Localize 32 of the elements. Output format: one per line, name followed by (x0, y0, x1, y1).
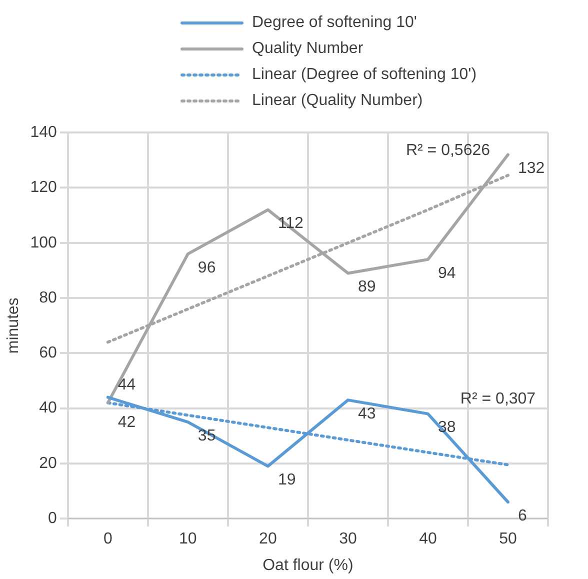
x-tick-label: 30 (339, 530, 357, 548)
legend-label: Linear (Quality Number) (252, 92, 423, 110)
x-axis-title: Oat flour (%) (262, 556, 354, 574)
y-tick-label: 20 (39, 454, 57, 472)
data-label: 42 (118, 414, 136, 432)
data-label: 6 (518, 507, 527, 524)
data-label: 44 (118, 376, 136, 394)
y-tick-label: 0 (48, 510, 57, 528)
x-tick-label: 20 (259, 530, 277, 548)
x-tick-label: 50 (499, 530, 517, 548)
data-label: 96 (198, 259, 216, 276)
data-label: 94 (438, 264, 456, 282)
legend-label: Quality Number (252, 40, 364, 58)
data-label: 132 (518, 160, 545, 178)
y-tick-label: 100 (30, 234, 57, 252)
data-label: 112 (278, 215, 304, 232)
y-tick-label: 80 (39, 289, 57, 306)
x-tick-label: 0 (103, 530, 112, 548)
data-label: 89 (358, 278, 376, 296)
legend-label: Linear (Degree of softening 10') (252, 66, 477, 84)
y-tick-label: 40 (39, 400, 57, 417)
annotation: R² = 0,307 (460, 390, 536, 408)
y-tick-label: 140 (30, 124, 57, 142)
legend-label: Degree of softening 10' (252, 14, 417, 32)
data-label: 19 (278, 472, 296, 489)
y-tick-label: 60 (39, 344, 57, 362)
annotation: R² = 0,5626 (406, 142, 490, 160)
x-tick-label: 10 (179, 530, 197, 548)
data-label: 43 (358, 405, 376, 422)
x-tick-label: 40 (419, 530, 437, 548)
y-axis-title: minutes (5, 298, 22, 354)
y-tick-label: 120 (30, 179, 57, 196)
